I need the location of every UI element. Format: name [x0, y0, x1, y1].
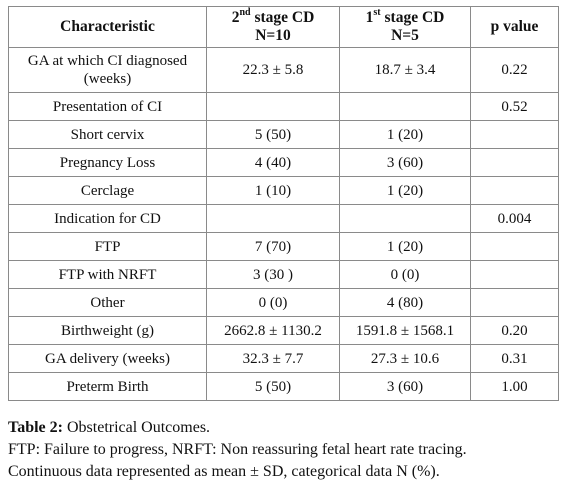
second-stage-value: 0 (0) [206, 288, 340, 317]
first-stage-value: 27.3 ± 10.6 [339, 344, 471, 373]
header-first-stage-ordinal: 1 [365, 9, 374, 26]
row-label: Pregnancy Loss [8, 148, 207, 177]
table-row: Other 0 (0) 4 (80) [8, 288, 559, 317]
caption-note-data: Continuous data represented as mean ± SD… [8, 463, 440, 480]
second-stage-value: 5 (50) [206, 120, 340, 149]
p-value: 0.004 [470, 204, 559, 233]
table-row: Short cervix 5 (50) 1 (20) [8, 120, 559, 149]
header-first-stage-n: N=5 [391, 27, 419, 44]
p-value: 0.20 [470, 316, 559, 345]
caption-title-line: Table 2: Obstetrical Outcomes. [8, 417, 560, 439]
header-second-stage-ordinal: 2 [231, 9, 240, 26]
p-value: 0.22 [470, 47, 559, 93]
row-label: Presentation of CI [8, 92, 207, 121]
row-label: FTP with NRFT [8, 260, 207, 289]
p-value [470, 232, 559, 261]
first-stage-value: 3 (60) [339, 372, 471, 401]
header-first-stage-text: stage CD [380, 9, 445, 26]
row-label: FTP [8, 232, 207, 261]
first-stage-value: 4 (80) [339, 288, 471, 317]
header-characteristic-text: Characteristic [60, 18, 155, 35]
second-stage-value [206, 204, 340, 233]
row-label: Other [8, 288, 207, 317]
caption-note-abbreviations: FTP: Failure to progress, NRFT: Non reas… [8, 441, 467, 458]
table-row: Birthweight (g) 2662.8 ± 1130.2 1591.8 ±… [8, 316, 559, 345]
header-second-stage-sup: nd [239, 6, 251, 18]
row-label: Indication for CD [8, 204, 207, 233]
p-value [470, 176, 559, 205]
first-stage-value: 0 (0) [339, 260, 471, 289]
p-value [470, 288, 559, 317]
first-stage-value: 3 (60) [339, 148, 471, 177]
p-value: 0.52 [470, 92, 559, 121]
header-second-stage-n: N=10 [255, 27, 291, 44]
second-stage-value: 32.3 ± 7.7 [206, 344, 340, 373]
table-row: Preterm Birth 5 (50) 3 (60) 1.00 [8, 372, 559, 401]
caption-table-label: Table 2: [8, 419, 63, 436]
first-stage-value: 1 (20) [339, 120, 471, 149]
p-value: 1.00 [470, 372, 559, 401]
second-stage-value: 1 (10) [206, 176, 340, 205]
row-label: Preterm Birth [8, 372, 207, 401]
first-stage-value: 1 (20) [339, 176, 471, 205]
second-stage-value [206, 92, 340, 121]
row-label: Short cervix [8, 120, 207, 149]
first-stage-value [339, 204, 471, 233]
header-second-stage-cd: 2nd stage CD N=10 [206, 6, 340, 48]
first-stage-value [339, 92, 471, 121]
header-first-stage-cd: 1st stage CD N=5 [339, 6, 471, 48]
row-label: Birthweight (g) [8, 316, 207, 345]
table-caption: Table 2: Obstetrical Outcomes. FTP: Fail… [8, 417, 560, 483]
p-value [470, 120, 559, 149]
table-row: FTP 7 (70) 1 (20) [8, 232, 559, 261]
header-characteristic: Characteristic [8, 6, 207, 48]
table-row: FTP with NRFT 3 (30 ) 0 (0) [8, 260, 559, 289]
table-row: GA delivery (weeks) 32.3 ± 7.7 27.3 ± 10… [8, 344, 559, 373]
second-stage-value: 7 (70) [206, 232, 340, 261]
second-stage-value: 4 (40) [206, 148, 340, 177]
p-value [470, 260, 559, 289]
second-stage-value: 22.3 ± 5.8 [206, 47, 340, 93]
row-label: Cerclage [8, 176, 207, 205]
first-stage-value: 1591.8 ± 1568.1 [339, 316, 471, 345]
first-stage-value: 1 (20) [339, 232, 471, 261]
second-stage-value: 5 (50) [206, 372, 340, 401]
table-header-row: Characteristic 2nd stage CD N=10 1st sta… [8, 6, 559, 48]
p-value [470, 148, 559, 177]
table-row: Cerclage 1 (10) 1 (20) [8, 176, 559, 205]
table-row: Presentation of CI 0.52 [8, 92, 559, 121]
header-first-stage-sup: st [373, 6, 381, 18]
header-p-value-text: p value [490, 18, 539, 35]
table-row: GA at which CI diagnosed (weeks) 22.3 ± … [8, 47, 559, 93]
caption-title: Obstetrical Outcomes. [62, 419, 211, 436]
header-p-value: p value [470, 6, 559, 48]
p-value: 0.31 [470, 344, 559, 373]
second-stage-value: 2662.8 ± 1130.2 [206, 316, 340, 345]
row-label: GA delivery (weeks) [8, 344, 207, 373]
row-label: GA at which CI diagnosed (weeks) [8, 47, 207, 93]
header-second-stage-text: stage CD [250, 9, 315, 26]
table-row: Pregnancy Loss 4 (40) 3 (60) [8, 148, 559, 177]
table-row: Indication for CD 0.004 [8, 204, 559, 233]
second-stage-value: 3 (30 ) [206, 260, 340, 289]
outcomes-table: Characteristic 2nd stage CD N=10 1st sta… [8, 6, 559, 401]
first-stage-value: 18.7 ± 3.4 [339, 47, 471, 93]
